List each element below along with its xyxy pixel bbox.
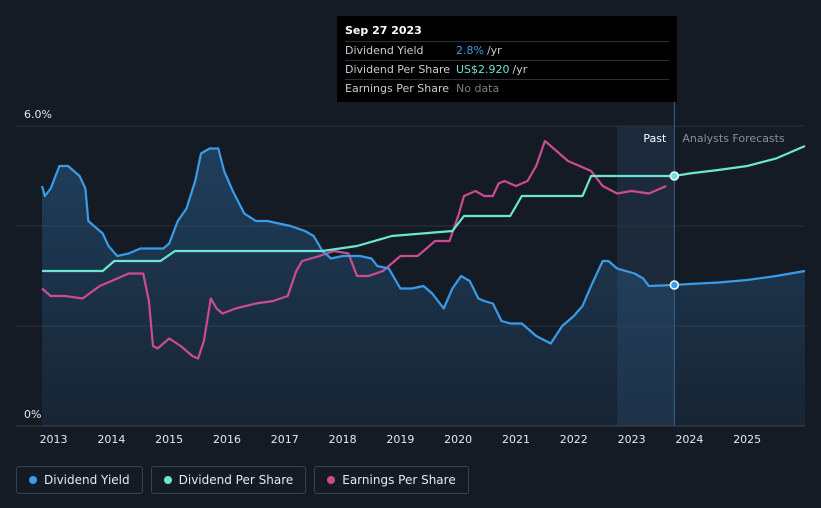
tooltip-label: Dividend Yield (345, 44, 424, 57)
tooltip-label: Earnings Per Share (345, 82, 450, 95)
legend-item-earnings-per-share[interactable]: Earnings Per Share (314, 466, 469, 494)
x-tick-label: 2021 (502, 433, 530, 446)
dividend-per-share-line (42, 174, 675, 273)
x-tick-label: 2024 (675, 433, 703, 446)
tooltip-value: US$2.920 (456, 63, 510, 76)
y-tick-label: 0% (24, 408, 41, 421)
tooltip-row-earnings-per-share: Earnings Per Share No data (345, 79, 669, 98)
legend-label: Earnings Per Share (342, 473, 456, 487)
dividend-yield-forecast-line (674, 269, 806, 287)
x-tick-label: 2016 (213, 433, 241, 446)
tooltip-row-dividend-yield: Dividend Yield 2.8% /yr (345, 41, 669, 60)
tooltip-unit: /yr (486, 44, 502, 57)
tooltip-row-dividend-per-share: Dividend Per Share US$2.920 /yr (345, 60, 669, 79)
dividend-per-share-forecast-line (674, 144, 806, 178)
legend-item-dividend-per-share[interactable]: Dividend Per Share (150, 466, 307, 494)
tooltip-unit: /yr (512, 63, 528, 76)
dividend-per-share-marker (669, 171, 680, 181)
x-tick-label: 2025 (733, 433, 761, 446)
tooltip-value: No data (456, 82, 500, 95)
past-label: Past (643, 132, 667, 145)
legend-dot-icon (29, 476, 37, 484)
analysts-forecasts-label: Analysts Forecasts (682, 132, 785, 145)
legend-item-dividend-yield[interactable]: Dividend Yield (16, 466, 143, 494)
tooltip: Sep 27 2023 Dividend Yield 2.8% /yr Divi… (337, 16, 677, 102)
legend-label: Dividend Yield (44, 473, 130, 487)
x-tick-label: 2014 (97, 433, 125, 446)
x-tick-label: 2023 (618, 433, 646, 446)
x-tick-label: 2019 (386, 433, 414, 446)
legend-dot-icon (163, 476, 172, 484)
legend: Dividend Yield Dividend Per Share Earnin… (16, 466, 469, 494)
x-tick-label: 2022 (560, 433, 588, 446)
tooltip-date: Sep 27 2023 (345, 24, 422, 37)
earnings-per-share-line (41, 139, 667, 360)
legend-label: Dividend Per Share (178, 473, 294, 487)
x-tick-label: 2017 (271, 433, 299, 446)
dividend-yield-marker (669, 280, 680, 290)
tooltip-value: 2.8% (456, 44, 484, 57)
dividend-yield-line (40, 147, 675, 345)
x-tick-label: 2020 (444, 433, 472, 446)
y-tick-label: 6.0% (24, 108, 52, 121)
x-tick-label: 2018 (329, 433, 357, 446)
tooltip-label: Dividend Per Share (345, 63, 451, 76)
x-tick-label: 2015 (155, 433, 183, 446)
x-tick-label: 2013 (40, 433, 68, 446)
legend-dot-icon (327, 476, 336, 484)
